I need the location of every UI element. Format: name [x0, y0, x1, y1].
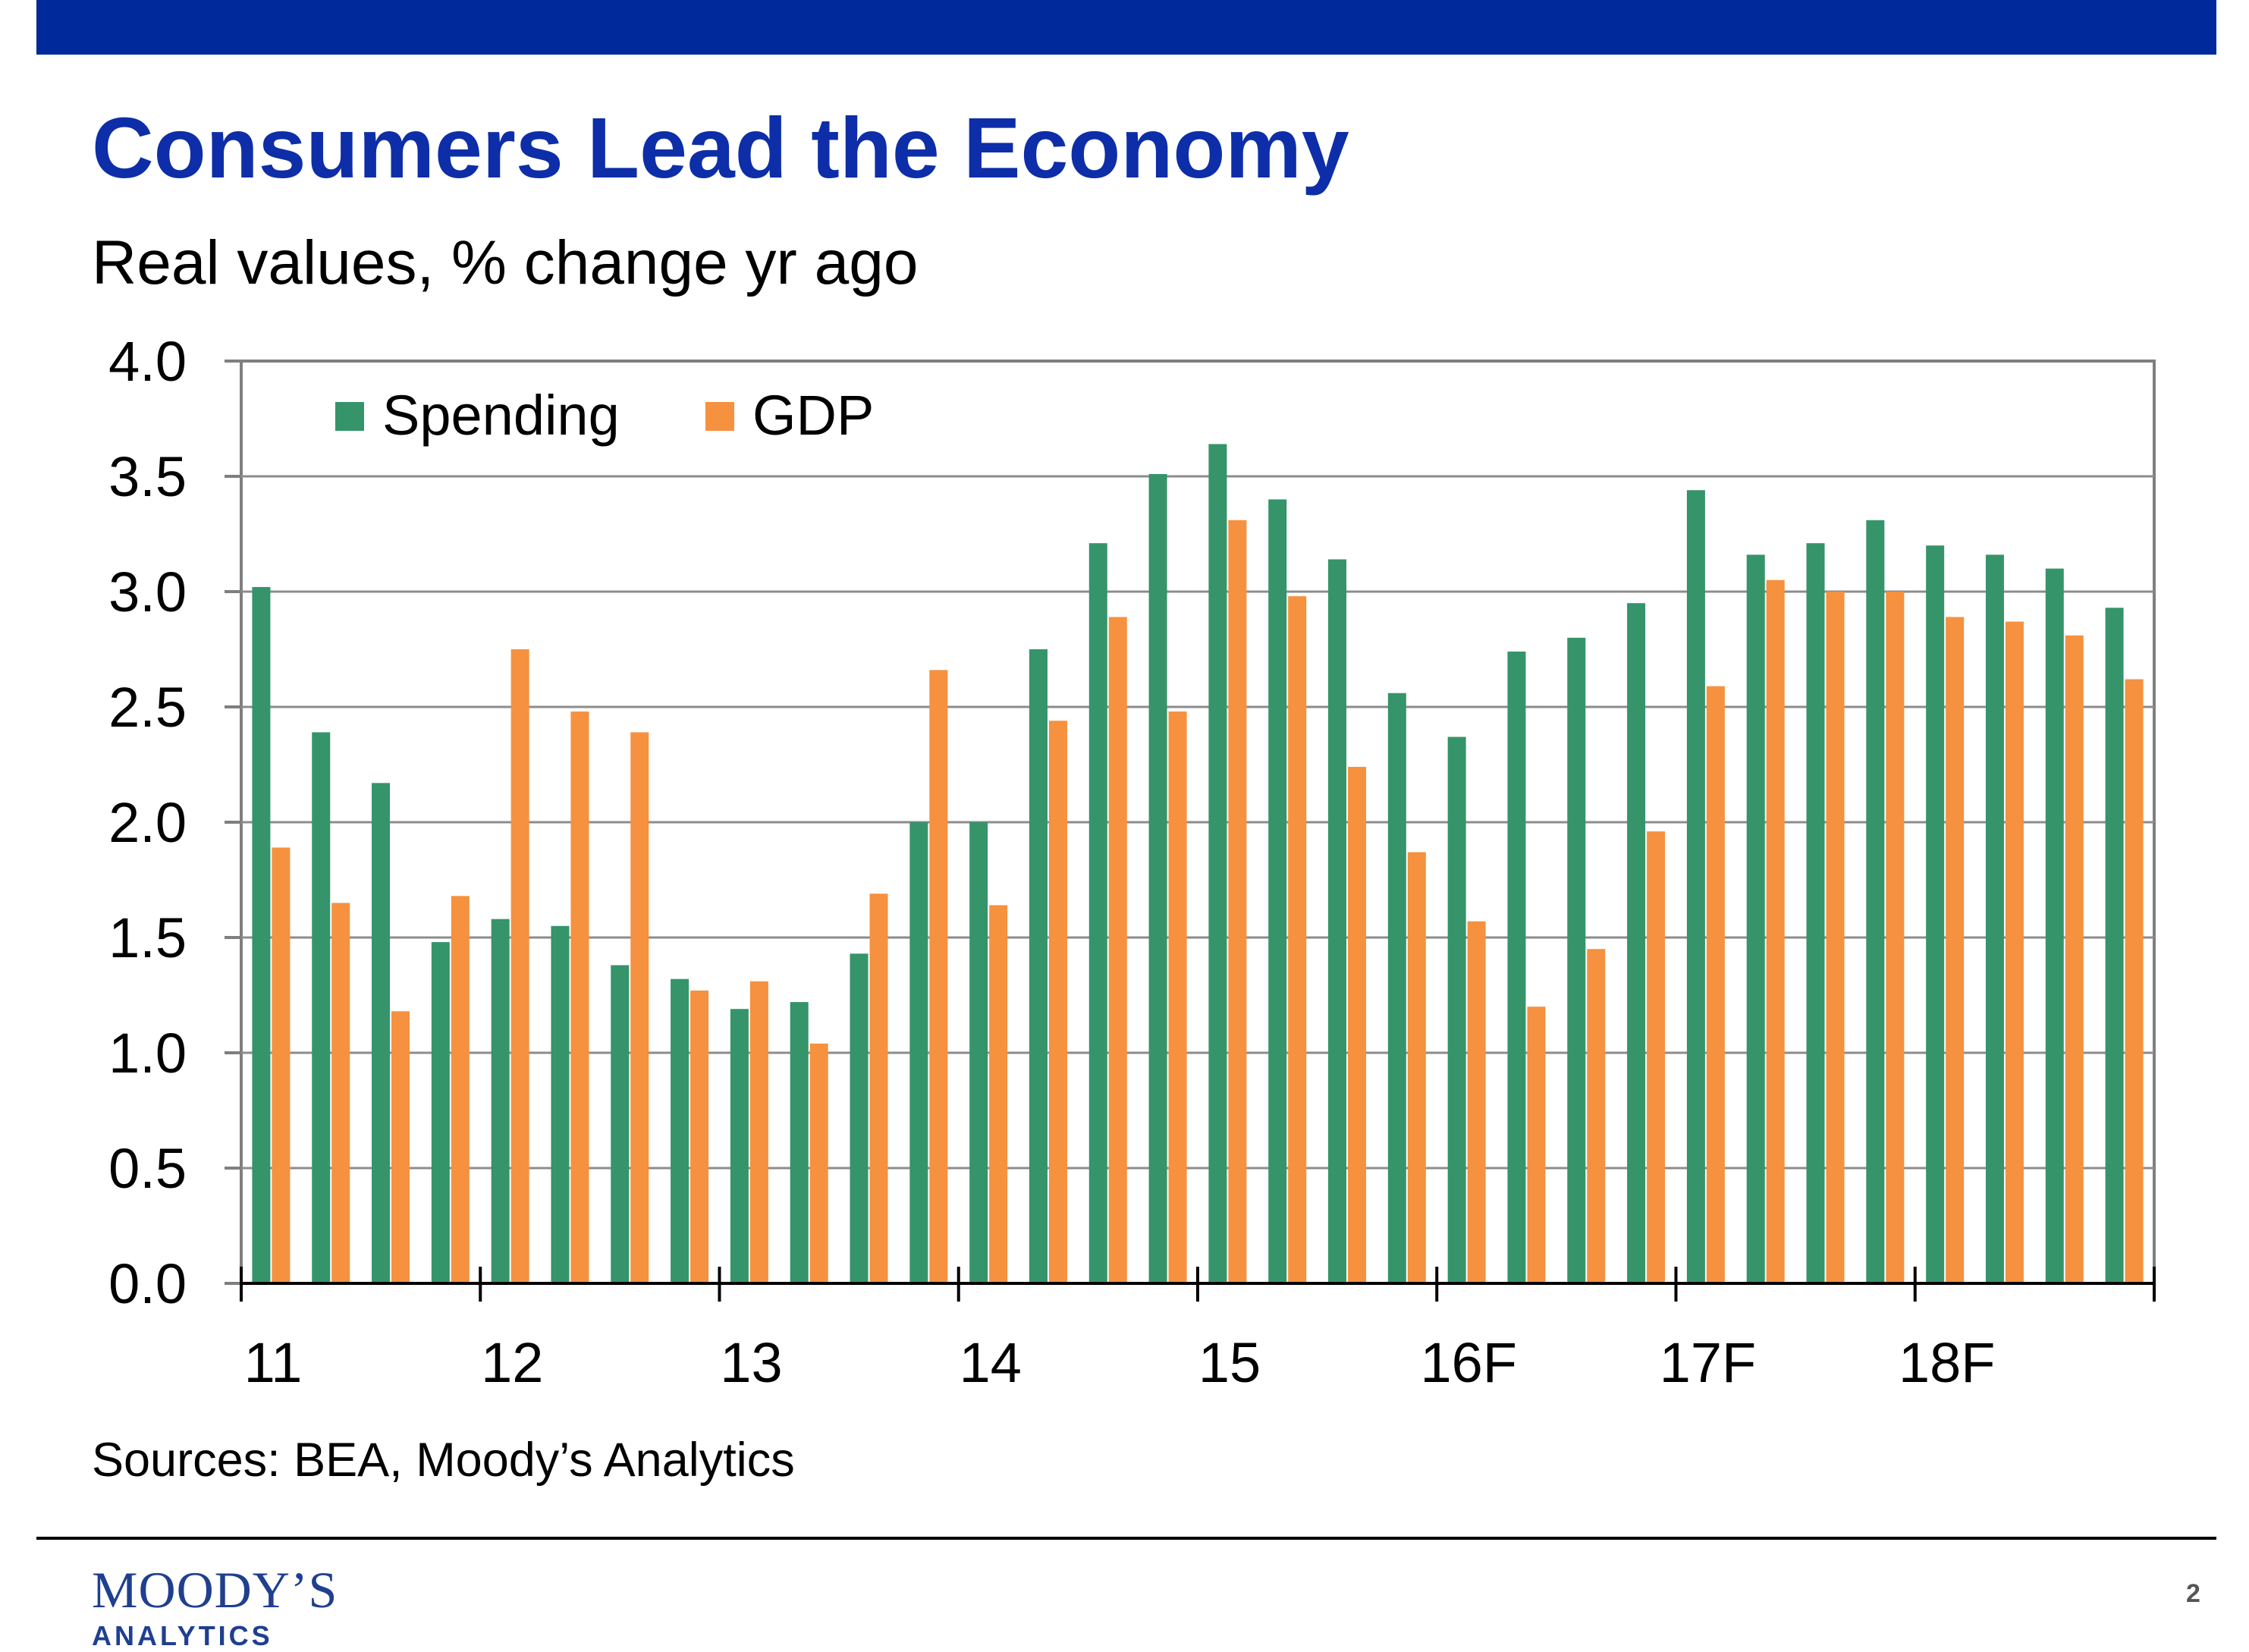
- spending-bar: [969, 822, 988, 1283]
- spending-bar: [1148, 473, 1167, 1284]
- gdp-bar: [1886, 592, 1905, 1283]
- spending-bar: [909, 822, 928, 1283]
- legend-swatch: [335, 402, 364, 431]
- gdp-bar: [989, 905, 1008, 1283]
- footer-divider: [36, 1537, 2216, 1540]
- gdp-bar: [630, 732, 649, 1283]
- spending-bar: [790, 1002, 809, 1283]
- gdp-bar: [2125, 679, 2144, 1283]
- gdp-bar: [272, 847, 291, 1283]
- spending-bar: [1627, 603, 1646, 1283]
- legend-swatch: [705, 402, 734, 431]
- spending-bar: [1328, 559, 1347, 1283]
- gdp-bar: [2005, 621, 2024, 1283]
- spending-bar: [611, 965, 630, 1283]
- y-tick-label: 0.5: [108, 1137, 187, 1200]
- chart-subtitle: Real values, % change yr ago: [92, 228, 919, 297]
- gdp-bar: [1946, 617, 1965, 1283]
- y-tick-label: 1.0: [108, 1022, 187, 1085]
- x-tick-label: 17F: [1660, 1331, 1757, 1394]
- gdp-bar: [451, 896, 470, 1283]
- spending-bar: [730, 1009, 749, 1283]
- spending-bar: [1029, 649, 1048, 1283]
- gdp-bar: [1288, 596, 1307, 1283]
- spending-bar: [1507, 652, 1526, 1283]
- spending-bar: [252, 586, 271, 1283]
- y-tick-label: 3.5: [108, 445, 187, 508]
- gdp-bar: [1168, 711, 1187, 1283]
- spending-bar: [671, 978, 689, 1283]
- gdp-bar: [869, 894, 888, 1283]
- moodys-analytics-logo: MOODY’S ANALYTICS: [92, 1564, 338, 1652]
- gdp-bar: [749, 981, 768, 1283]
- gdp-bar: [391, 1011, 410, 1283]
- x-tick-label: 18F: [1899, 1331, 1996, 1394]
- y-tick-label: 0.0: [108, 1252, 187, 1315]
- spending-bar: [1926, 545, 1945, 1283]
- source-note: Sources: BEA, Moody’s Analytics: [92, 1434, 795, 1487]
- spending-bar: [1985, 554, 2004, 1283]
- spending-bar: [1447, 736, 1466, 1283]
- x-tick-label: 15: [1198, 1331, 1261, 1394]
- gdp-bar: [570, 711, 589, 1283]
- spending-bar: [1088, 543, 1107, 1283]
- gdp-bar: [1407, 852, 1426, 1283]
- gdp-bar: [1826, 592, 1845, 1283]
- spending-bar: [1866, 520, 1885, 1283]
- y-tick-label: 2.0: [108, 791, 187, 854]
- y-tick-label: 3.0: [108, 561, 187, 623]
- legend-label: GDP: [752, 384, 874, 447]
- spending-bar: [1268, 499, 1287, 1283]
- gdp-bar: [929, 670, 948, 1283]
- spending-bar: [372, 783, 391, 1283]
- bar-chart: 0.0 0.5 1.0 1.5 2.0 2.5 3.0 3.5 4.0 11 12 13 14 15 16F…: [108, 330, 2156, 1394]
- spending-bar: [2045, 568, 2064, 1283]
- spending-bar: [1387, 693, 1406, 1283]
- spending-bar: [1567, 637, 1586, 1283]
- spending-bar: [1746, 554, 1765, 1283]
- spending-bar: [1686, 490, 1705, 1283]
- spending-bar: [491, 919, 510, 1283]
- gdp-bar: [331, 903, 350, 1283]
- gdp-bar: [1348, 767, 1367, 1283]
- x-tick-label: 12: [481, 1331, 543, 1394]
- y-tick-label: 4.0: [108, 330, 187, 393]
- logo-name: MOODY’S: [92, 1561, 338, 1619]
- x-tick-label: 16F: [1420, 1331, 1517, 1394]
- page-number: 2: [2186, 1579, 2200, 1608]
- y-tick-label: 1.5: [108, 906, 187, 969]
- gdp-bar: [1228, 520, 1247, 1283]
- spending-bar: [1208, 444, 1227, 1284]
- gdp-bar: [1587, 949, 1606, 1283]
- logo-subtitle: ANALYTICS: [92, 1620, 273, 1651]
- gdp-bar: [1766, 579, 1785, 1283]
- x-tick-label: 13: [720, 1331, 782, 1394]
- gdp-bar: [1048, 721, 1067, 1283]
- spending-bar: [551, 925, 570, 1283]
- spending-bar: [431, 942, 450, 1283]
- gdp-bar: [1706, 686, 1725, 1283]
- gdp-bar: [1108, 617, 1127, 1283]
- spending-bar: [2105, 608, 2124, 1283]
- x-tick-label: 14: [960, 1331, 1022, 1394]
- gdp-bar: [690, 990, 709, 1283]
- spending-bar: [850, 953, 869, 1283]
- gdp-bar: [1527, 1007, 1546, 1283]
- gdp-bar: [2065, 635, 2084, 1283]
- top-bar: [36, 0, 2216, 55]
- page-title: Consumers Lead the Economy: [92, 100, 1349, 196]
- gdp-bar: [809, 1043, 828, 1283]
- gdp-bar: [1467, 921, 1486, 1283]
- gdp-bar: [510, 649, 529, 1283]
- gdp-bar: [1647, 831, 1666, 1283]
- spending-bar: [1806, 543, 1825, 1283]
- x-tick-label: 11: [244, 1331, 303, 1394]
- y-tick-label: 2.5: [108, 676, 187, 739]
- spending-bar: [312, 732, 331, 1283]
- legend-label: Spending: [382, 384, 620, 447]
